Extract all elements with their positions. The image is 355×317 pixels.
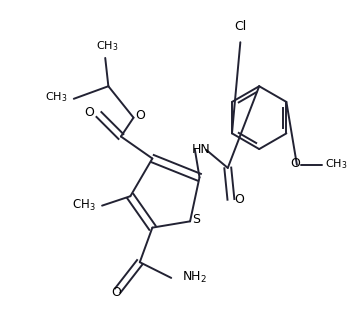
- Text: O: O: [290, 157, 300, 170]
- Text: S: S: [192, 213, 200, 226]
- Text: O: O: [84, 107, 94, 120]
- Text: CH$_3$: CH$_3$: [45, 90, 67, 104]
- Text: CH$_3$: CH$_3$: [72, 198, 96, 213]
- Text: O: O: [234, 193, 244, 206]
- Text: CH$_3$: CH$_3$: [95, 39, 118, 53]
- Text: Cl: Cl: [234, 20, 246, 33]
- Text: CH$_3$: CH$_3$: [325, 157, 348, 171]
- Text: NH$_2$: NH$_2$: [182, 269, 207, 285]
- Text: O: O: [111, 286, 121, 299]
- Text: HN: HN: [192, 143, 211, 156]
- Text: O: O: [135, 109, 145, 122]
